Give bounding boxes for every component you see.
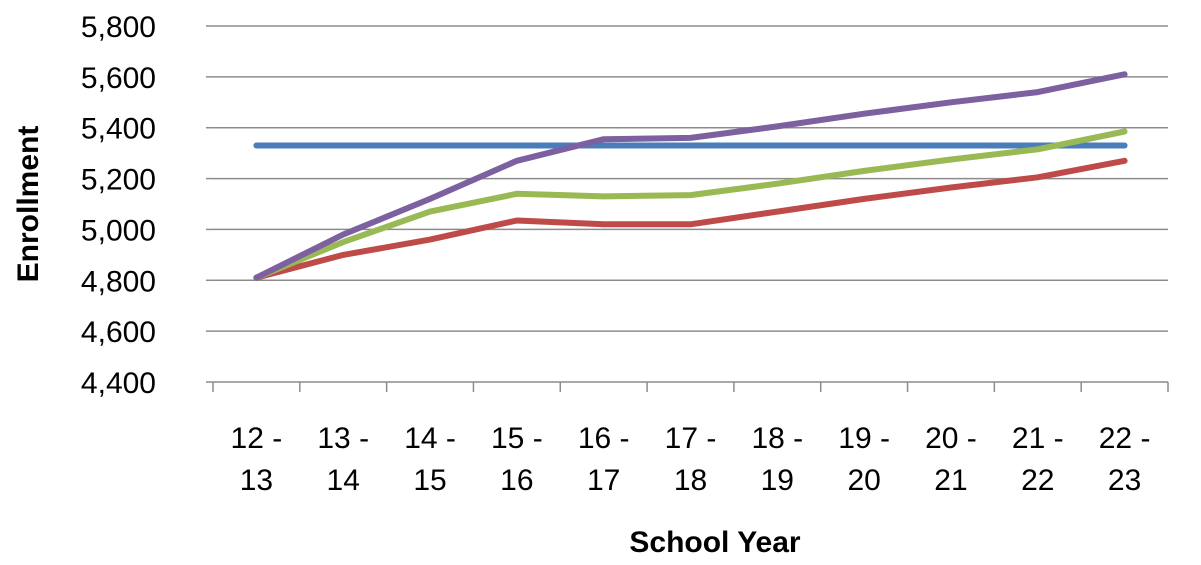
x-axis-title: School Year	[629, 526, 801, 559]
x-tick-label: 20 -21	[925, 422, 977, 497]
x-tick-label: 13 -14	[317, 422, 369, 497]
y-tick-label: 4,400	[81, 367, 156, 400]
y-tick-label: 4,800	[81, 265, 156, 298]
y-tick-labels: 4,400 4,600 4,800 5,000 5,200 5,400 5,600 5,800	[81, 11, 156, 400]
x-tick-label: 19 -20	[838, 422, 890, 497]
x-tick-label: 16 -17	[578, 422, 630, 497]
axes	[206, 25, 1169, 392]
x-tick-label: 14 -15	[404, 422, 456, 497]
series-line-2	[253, 157, 1128, 281]
y-tick-label: 4,600	[81, 316, 156, 349]
y-tick-label: 5,200	[81, 164, 156, 197]
y-axis-title: Enrollment	[12, 126, 45, 283]
series-line-3	[253, 128, 1128, 281]
x-tick-label: 17 -18	[665, 422, 717, 497]
x-tick-label: 12 -13	[231, 422, 283, 497]
series-line-4	[253, 71, 1128, 281]
x-tick-label: 18 -19	[751, 422, 803, 497]
x-tick-label: 15 -16	[491, 422, 543, 497]
x-tick-label: 21 -22	[1012, 422, 1064, 497]
y-tick-label: 5,000	[81, 214, 156, 247]
y-tick-label: 5,400	[81, 113, 156, 146]
series-lines	[253, 71, 1128, 281]
x-tick-labels: 12 -13 13 -14 14 -15 15 -16 16 -17 17 -18 18 -…	[231, 422, 1151, 497]
y-tick-label: 5,600	[81, 62, 156, 95]
y-tick-label: 5,800	[81, 11, 156, 44]
x-tick-label: 22 -23	[1099, 422, 1151, 497]
